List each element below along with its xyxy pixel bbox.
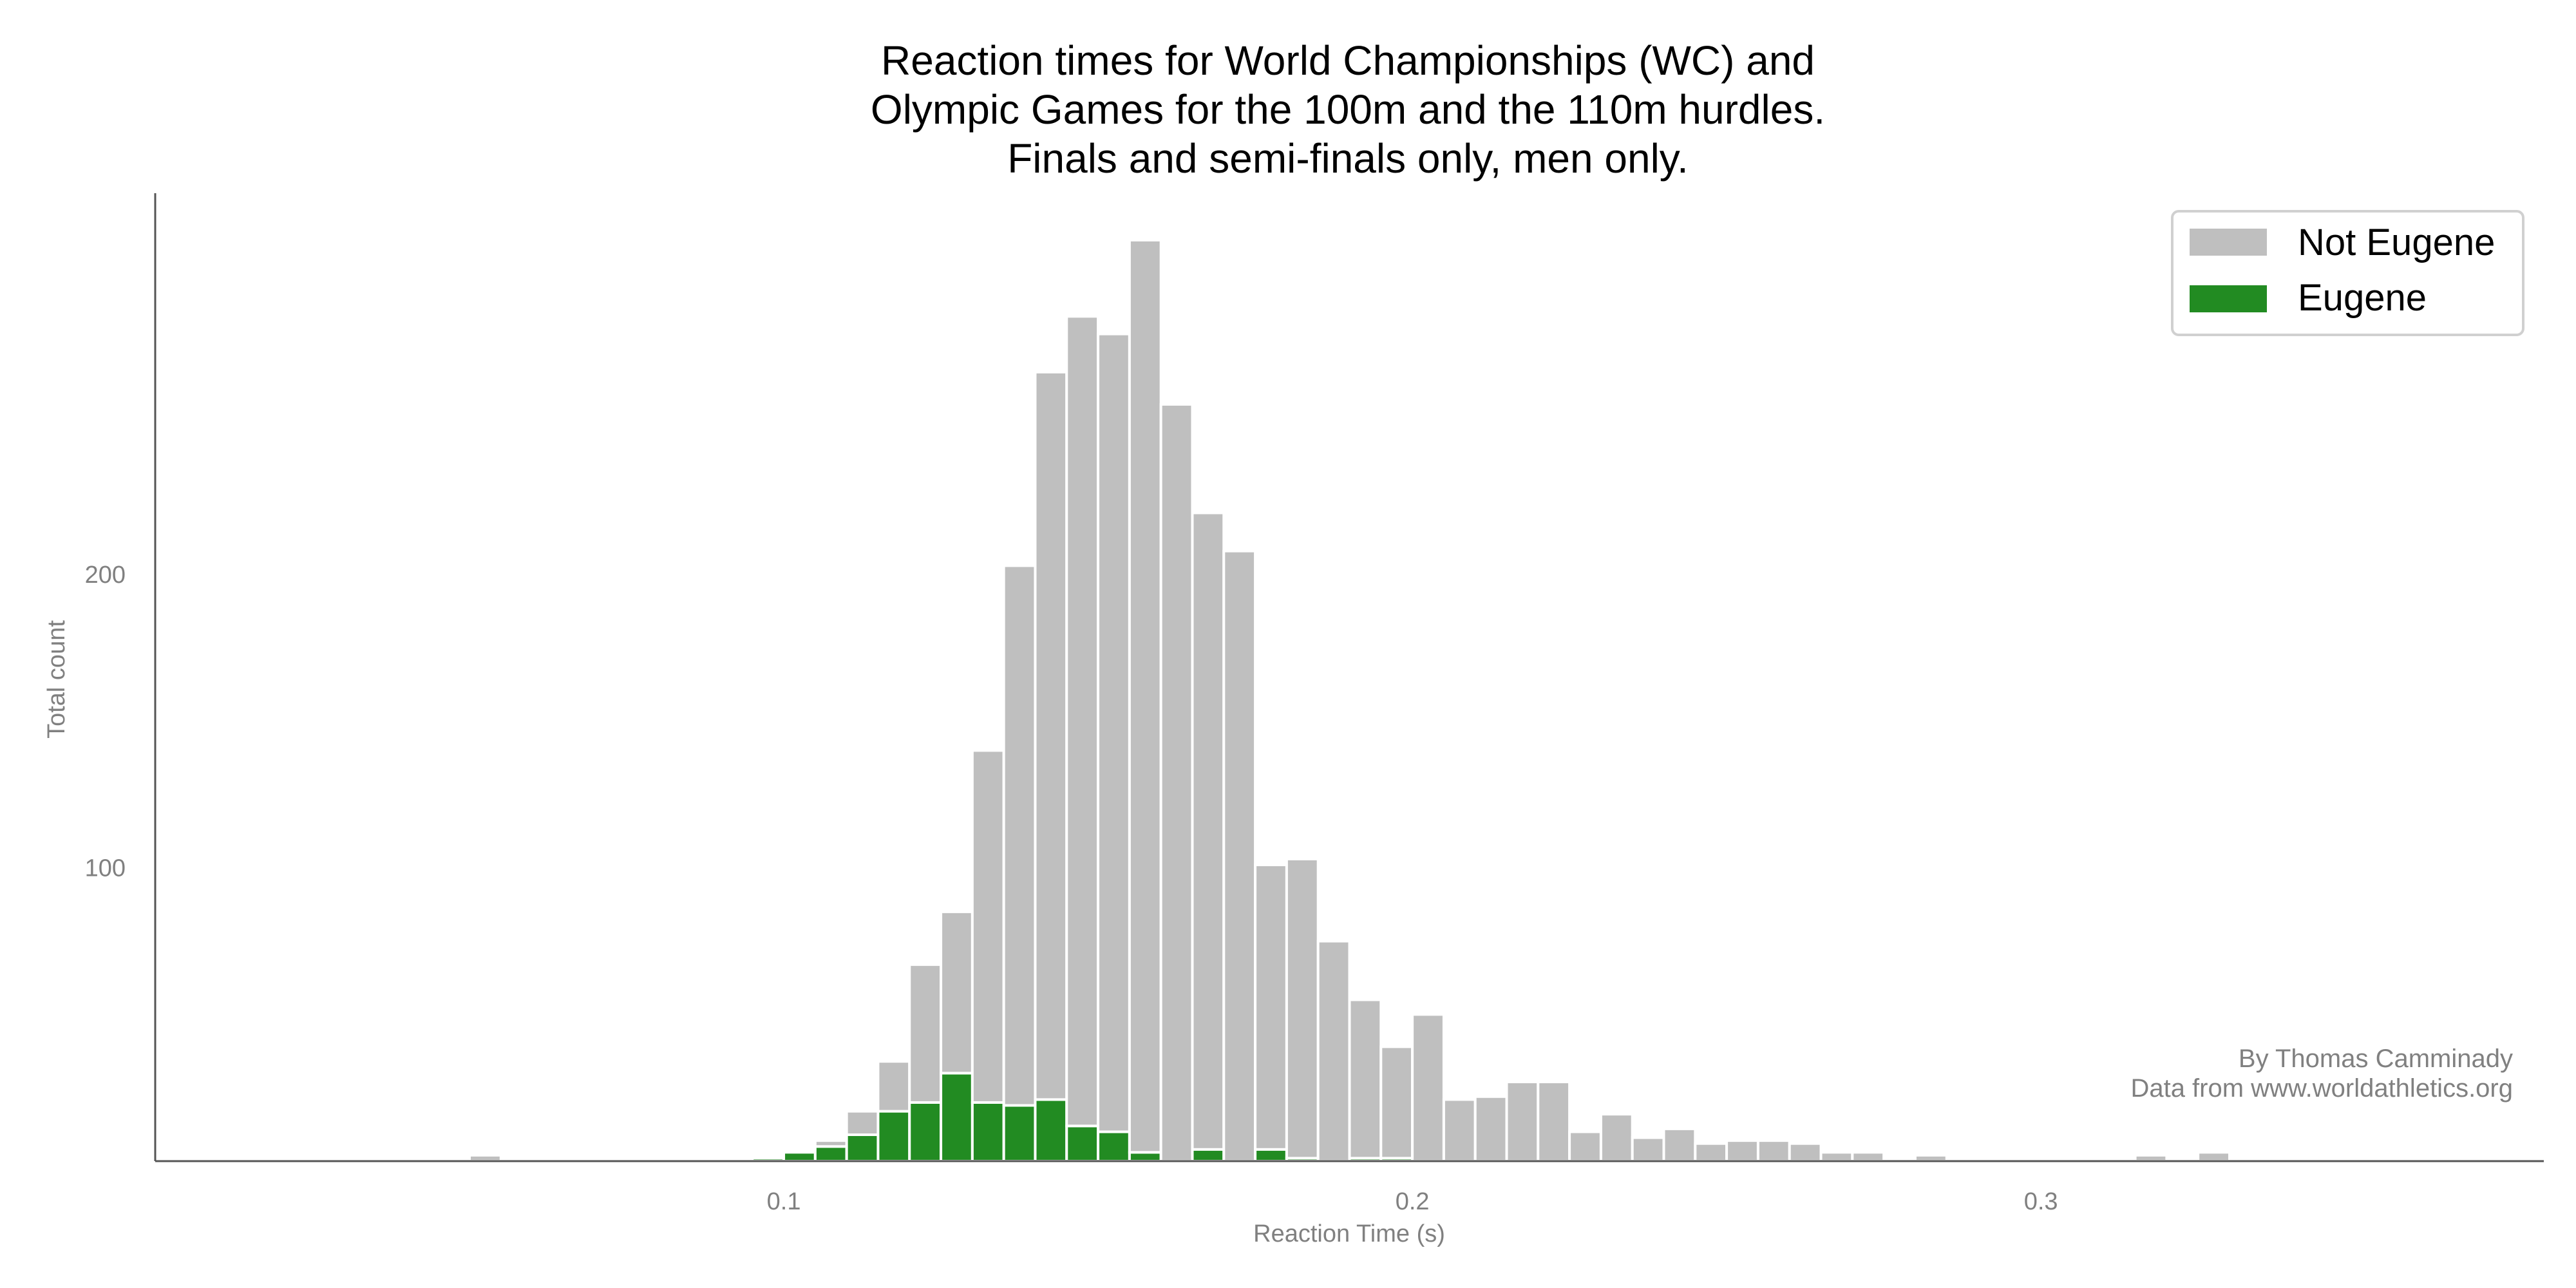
bar-eugene — [813, 1145, 848, 1163]
bar-not-eugene — [1694, 1142, 1728, 1163]
bar-not-eugene — [1819, 1151, 1854, 1162]
legend-swatch-eugene — [2190, 285, 2267, 312]
bar-eugene — [1002, 1104, 1037, 1162]
bar-not-eugene — [940, 910, 974, 1075]
bar-not-eugene — [1065, 315, 1100, 1128]
bar-not-eugene — [1631, 1136, 1665, 1162]
bar-eugene — [1128, 1151, 1162, 1162]
bar-not-eugene — [1505, 1081, 1540, 1162]
legend-swatch-not-eugene — [2190, 229, 2267, 256]
bar-eugene — [1191, 1148, 1226, 1163]
bar-not-eugene — [1788, 1142, 1823, 1163]
bar-eugene — [1097, 1130, 1131, 1163]
bar-not-eugene — [845, 1110, 880, 1137]
chart-title-line-1: Reaction times for World Championships (… — [881, 37, 1815, 84]
bar-not-eugene — [1725, 1139, 1759, 1162]
y-tick-label: 200 — [85, 562, 126, 589]
bar-not-eugene — [1662, 1127, 1697, 1163]
credit-source: Data from www.worldathletics.org — [2130, 1074, 2513, 1103]
bar-not-eugene — [1159, 402, 1194, 1162]
bar-eugene — [782, 1151, 817, 1162]
bar-not-eugene — [1002, 564, 1037, 1107]
bar-not-eugene — [908, 963, 943, 1104]
bar-not-eugene — [1473, 1095, 1508, 1163]
legend-label-not-eugene: Not Eugene — [2298, 222, 2495, 263]
bar-not-eugene — [1128, 238, 1162, 1154]
histogram-bars — [468, 238, 2231, 1163]
legend: Not Eugene Eugene — [2171, 210, 2524, 336]
bar-not-eugene — [1851, 1151, 1886, 1162]
bar-not-eugene — [1097, 332, 1131, 1133]
bar-not-eugene — [1254, 863, 1288, 1151]
bar-eugene — [908, 1101, 943, 1162]
bar-not-eugene — [1316, 940, 1351, 1162]
y-tick-label: 100 — [85, 855, 126, 882]
x-tick-labels: 0.1 0.2 0.3 — [767, 1188, 2058, 1215]
bar-not-eugene — [1568, 1130, 1602, 1163]
bar-eugene — [876, 1110, 911, 1163]
bar-not-eugene — [1222, 549, 1257, 1162]
bar-eugene — [971, 1101, 1005, 1162]
bar-not-eugene — [1442, 1098, 1477, 1162]
bar-not-eugene — [1537, 1081, 1571, 1162]
x-axis-label: Reaction Time (s) — [1253, 1220, 1445, 1247]
bar-eugene — [845, 1133, 880, 1162]
bar-not-eugene — [1756, 1139, 1791, 1162]
bar-not-eugene — [1411, 1013, 1445, 1162]
chart-title-line-2: Olympic Games for the 100m and the 110m … — [871, 86, 1825, 133]
bar-not-eugene — [1034, 370, 1068, 1101]
x-tick-label: 0.3 — [2024, 1188, 2058, 1215]
y-tick-labels: 100 200 — [85, 562, 126, 882]
bar-not-eugene — [876, 1060, 911, 1113]
y-axis-label: Total count — [43, 620, 70, 739]
bar-not-eugene — [2197, 1151, 2231, 1162]
bar-eugene — [1034, 1098, 1068, 1162]
bar-not-eugene — [1191, 511, 1226, 1151]
bar-not-eugene — [971, 749, 1005, 1104]
bar-not-eugene — [813, 1139, 848, 1148]
bar-not-eugene — [1285, 857, 1320, 1160]
bar-eugene — [940, 1072, 974, 1163]
credit-author: By Thomas Camminady — [2239, 1045, 2513, 1073]
legend-label-eugene: Eugene — [2298, 277, 2427, 319]
x-tick-label: 0.2 — [1396, 1188, 1430, 1215]
bar-eugene — [1065, 1124, 1100, 1163]
bar-not-eugene — [1348, 998, 1383, 1160]
x-tick-label: 0.1 — [767, 1188, 801, 1215]
bar-eugene — [1254, 1148, 1288, 1163]
bar-not-eugene — [1379, 1045, 1414, 1160]
bar-not-eugene — [1599, 1113, 1634, 1163]
chart-title-line-3: Finals and semi-finals only, men only. — [1007, 135, 1689, 182]
